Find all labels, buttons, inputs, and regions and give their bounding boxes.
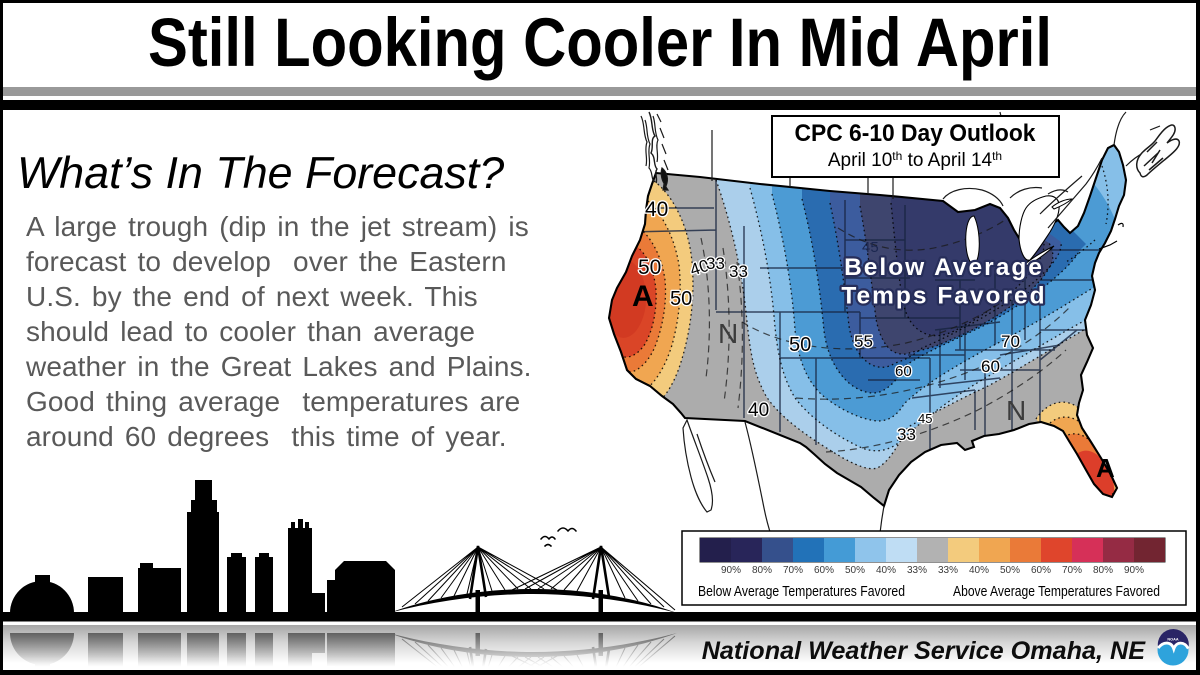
svg-text:40%: 40%	[969, 565, 989, 576]
svg-text:60: 60	[895, 363, 912, 380]
svg-text:50%: 50%	[1000, 565, 1020, 576]
svg-text:45: 45	[862, 239, 879, 256]
svg-text:70%: 70%	[783, 565, 803, 576]
svg-text:N: N	[1006, 395, 1026, 426]
svg-text:33: 33	[706, 254, 725, 273]
svg-text:80%: 80%	[752, 565, 772, 576]
svg-text:33%: 33%	[938, 565, 958, 576]
svg-text:40: 40	[748, 400, 769, 421]
svg-text:NOAA: NOAA	[1167, 638, 1178, 642]
svg-text:90%: 90%	[1124, 565, 1144, 576]
svg-text:33: 33	[897, 425, 916, 444]
svg-text:50%: 50%	[845, 565, 865, 576]
svg-text:33%: 33%	[907, 565, 927, 576]
svg-text:50: 50	[638, 256, 661, 279]
svg-text:70%: 70%	[1062, 565, 1082, 576]
svg-text:60%: 60%	[814, 565, 834, 576]
svg-text:A: A	[1096, 453, 1115, 483]
svg-text:60: 60	[981, 357, 1000, 376]
svg-text:33: 33	[729, 262, 748, 281]
svg-text:N: N	[718, 318, 738, 349]
svg-text:90%: 90%	[721, 565, 741, 576]
svg-text:Below Average: Below Average	[844, 254, 1044, 281]
svg-text:April 10th to April 14th: April 10th to April 14th	[828, 149, 1002, 171]
svg-text:50: 50	[789, 334, 811, 356]
svg-text:70: 70	[1001, 332, 1020, 351]
svg-text:45: 45	[918, 411, 932, 426]
svg-text:Below Average Temperatures Fav: Below Average Temperatures Favored	[698, 584, 905, 600]
svg-text:40%: 40%	[876, 565, 896, 576]
svg-text:Above Average Temperatures Fav: Above Average Temperatures Favored	[953, 584, 1160, 600]
svg-text:CPC 6-10 Day Outlook: CPC 6-10 Day Outlook	[795, 120, 1036, 147]
svg-text:Temps Favored: Temps Favored	[841, 283, 1046, 310]
svg-text:50: 50	[670, 288, 692, 310]
svg-text:A: A	[632, 280, 654, 313]
svg-text:60%: 60%	[1031, 565, 1051, 576]
svg-text:55: 55	[854, 332, 873, 351]
svg-text:80%: 80%	[1093, 565, 1113, 576]
svg-text:40: 40	[645, 198, 668, 221]
